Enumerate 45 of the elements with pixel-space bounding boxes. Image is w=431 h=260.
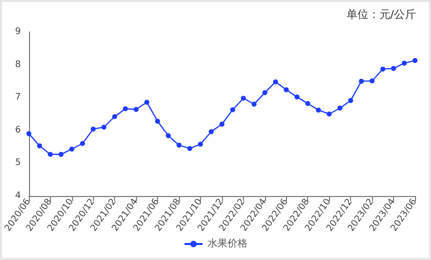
point — [391, 66, 396, 71]
point — [337, 106, 342, 111]
point — [166, 133, 171, 138]
point — [144, 100, 150, 105]
point — [101, 124, 106, 130]
point — [262, 90, 268, 96]
point — [187, 146, 192, 151]
y-tick-label: 5 — [15, 158, 21, 168]
point — [219, 122, 224, 127]
point — [230, 107, 236, 112]
point — [348, 98, 354, 104]
point — [208, 129, 214, 134]
y-tick-label: 4 — [15, 191, 22, 201]
point — [412, 58, 418, 64]
point — [326, 112, 332, 116]
point — [69, 146, 74, 152]
y-tick-label: 8 — [15, 60, 22, 70]
point — [58, 152, 64, 157]
point — [198, 142, 203, 147]
point — [90, 126, 96, 132]
point — [402, 60, 407, 66]
legend-label: 水果价格 — [208, 238, 248, 250]
point — [122, 106, 128, 112]
point — [305, 101, 310, 106]
y-tick-label: 9 — [15, 27, 22, 37]
point — [370, 78, 375, 84]
point — [273, 79, 278, 84]
point — [380, 66, 386, 72]
point — [358, 78, 364, 84]
point — [294, 94, 300, 100]
point — [112, 114, 118, 120]
point — [284, 87, 289, 92]
point — [316, 108, 321, 113]
point — [37, 143, 42, 148]
y-tick-label: 7 — [15, 92, 21, 103]
y-tick-label: 6 — [15, 125, 22, 136]
point — [252, 102, 257, 107]
point — [155, 118, 160, 124]
point — [26, 131, 32, 136]
point — [48, 152, 53, 157]
point — [176, 142, 182, 148]
text: 单位：元/公斤 — [346, 8, 416, 21]
point — [240, 96, 246, 101]
point — [134, 106, 139, 112]
point — [80, 141, 85, 146]
